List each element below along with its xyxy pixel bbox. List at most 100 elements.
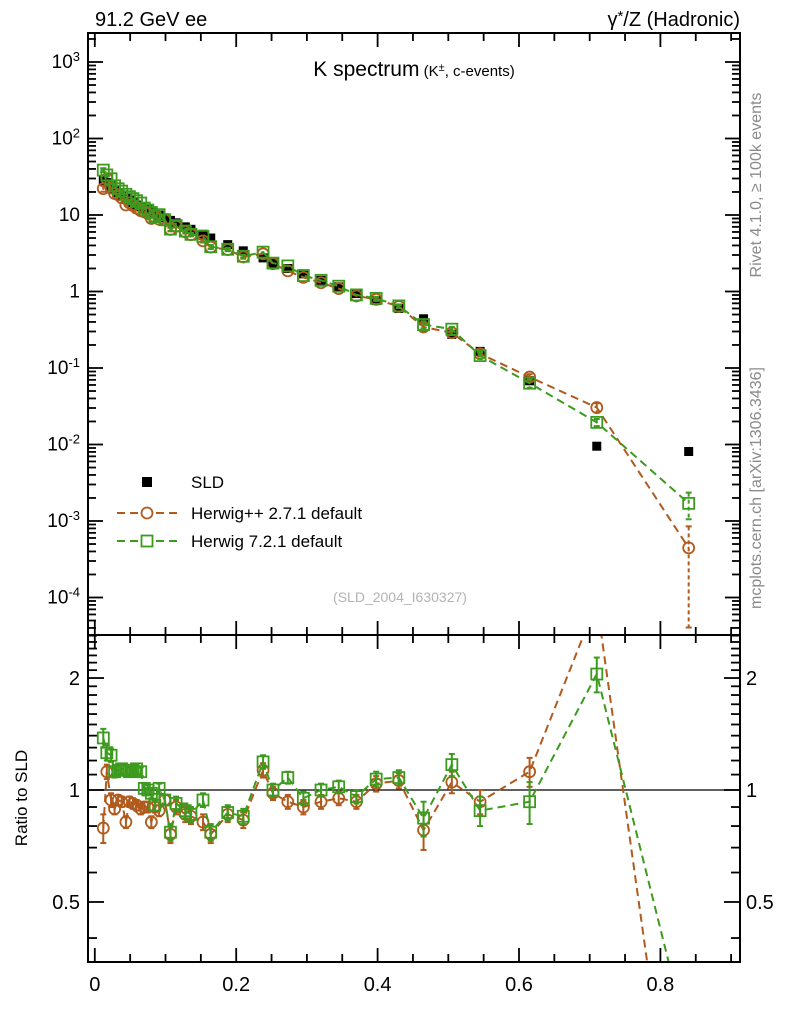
herwig7-marker: [148, 210, 162, 223]
herwig7-marker: [445, 322, 459, 336]
herwig7-marker: [281, 259, 295, 273]
herwig7-ratio-marker: [196, 793, 210, 807]
herwig7-marker: [204, 240, 218, 254]
herwig7-marker: [137, 201, 151, 215]
xtick-label: 0.4: [364, 974, 392, 996]
herwigpp-ratio-marker: [144, 815, 158, 829]
herwig7-ratio-marker: [236, 809, 250, 823]
herwigpp-ratio-marker: [196, 815, 210, 829]
herwig7-ratio-line: [102, 671, 670, 961]
herwig7-ratio-marker: [590, 667, 604, 681]
sld-marker: [206, 233, 216, 243]
herwigpp-spectrum: [96, 172, 696, 629]
herwig7-marker: [332, 279, 346, 293]
herwig7-ratio-marker: [169, 797, 183, 810]
herwig7-marker: [100, 168, 114, 182]
sld-marker: [684, 447, 694, 457]
plot-title: K spectrum (K±, c-events): [313, 58, 514, 81]
herwig7-ratio-marker: [392, 771, 406, 784]
herwigpp-ratio-marker: [141, 800, 155, 814]
herwig7-marker: [126, 192, 140, 205]
herwig7-marker: [184, 227, 198, 241]
ratio-axis-title: Ratio to SLD: [12, 750, 31, 846]
sld-marker: [283, 263, 293, 273]
herwigpp-ratio: [96, 636, 649, 961]
xtick-label: 0: [89, 974, 100, 996]
header-process: γ*/Z (Hadronic): [607, 8, 740, 31]
sld-marker: [592, 441, 602, 451]
herwig7-ratio-marker: [256, 755, 270, 769]
herwig7-marker: [473, 349, 487, 363]
herwig7-ratio-marker: [369, 772, 383, 786]
ratio-ytick-label-right: 1: [746, 780, 757, 802]
legend-sld-marker-icon: [142, 477, 152, 487]
main-ytick-label: 102: [52, 126, 80, 150]
herwig7-ratio-marker: [104, 748, 118, 762]
herwig7-ratio-marker: [134, 765, 148, 779]
legend-item-label: Herwig++ 2.7.1 default: [191, 504, 362, 523]
main-panel-frame: [87, 32, 741, 636]
herwig7-spectrum-line: [102, 169, 690, 505]
herwigpp-ratio-marker: [96, 821, 110, 835]
legend-circle-marker-icon: [140, 506, 154, 520]
herwigpp-ratio-marker: [281, 795, 295, 809]
herwig7-ratio-marker: [130, 762, 143, 776]
main-ytick-label: 103: [52, 49, 80, 73]
panel-frames: [87, 32, 741, 963]
herwig7-ratio-marker: [473, 804, 487, 818]
herwig7-ratio-marker: [100, 746, 114, 760]
herwig7-ratio-marker: [417, 811, 430, 825]
ratio-panel-frame: [87, 634, 741, 963]
herwigpp-marker: [682, 541, 696, 555]
herwig7-marker: [266, 256, 280, 270]
legend: SLD Herwig++ 2.7.1 default Herwig 7.2.1 de…: [117, 473, 362, 551]
ratio-ytick-label-right: 0.5: [746, 892, 774, 914]
axis-ticks: [89, 34, 739, 961]
herwig7-ratio-marker: [523, 795, 537, 809]
ratio-ytick-label-left: 2: [69, 668, 80, 690]
legend-item: Herwig++ 2.7.1 default: [117, 504, 362, 523]
analysis-id-watermark: (SLD_2004_I630327): [333, 589, 467, 605]
herwig7-ratio-marker: [296, 791, 310, 805]
herwig7-ratio-marker: [221, 806, 235, 819]
herwig7-marker: [196, 229, 210, 243]
ratio-ytick-label-right: 2: [746, 668, 757, 690]
legend-item: SLD: [142, 473, 224, 492]
herwigpp-marker: [590, 401, 604, 414]
herwig7-marker: [130, 194, 143, 208]
main-ytick-label: 10-1: [47, 355, 80, 379]
herwig7-ratio-marker: [266, 783, 280, 797]
herwig7-ratio-marker: [314, 783, 328, 797]
herwig7-ratio-marker: [349, 790, 363, 803]
sld-marker: [334, 282, 344, 292]
herwig7-marker: [104, 172, 118, 186]
xtick-label: 0.6: [505, 974, 533, 996]
herwig7-marker: [392, 299, 406, 313]
herwig7-marker: [236, 249, 250, 263]
sld-marker: [351, 289, 361, 299]
legend-item-label: SLD: [191, 473, 224, 492]
legend-item: Herwig 7.2.1 default: [117, 532, 342, 551]
sld-series: [98, 176, 694, 457]
herwig7-marker: [417, 318, 430, 331]
herwig7-ratio-marker: [281, 771, 295, 784]
herwig7-marker: [682, 496, 696, 510]
herwig7-marker: [523, 376, 537, 390]
herwig7-marker: [590, 415, 604, 429]
herwig7-spectrum: [96, 163, 696, 521]
herwig7-marker: [221, 242, 235, 256]
ratio-ytick-label-left: 0.5: [52, 892, 80, 914]
herwig7-marker: [144, 206, 158, 219]
herwig7-marker: [256, 245, 270, 259]
herwig7-marker: [349, 288, 363, 302]
mcplots-arxiv-label: mcplots.cern.ch [arXiv:1306.3436]: [748, 367, 765, 609]
herwig7-marker: [296, 269, 310, 282]
herwig7-ratio-marker: [126, 763, 140, 777]
rivet-version-label: Rivet 4.1.0, ≥ 100k events: [748, 93, 765, 278]
herwig7-ratio: [96, 656, 670, 961]
main-ytick-label: 1: [69, 282, 80, 303]
xtick-label: 0.2: [222, 974, 250, 996]
